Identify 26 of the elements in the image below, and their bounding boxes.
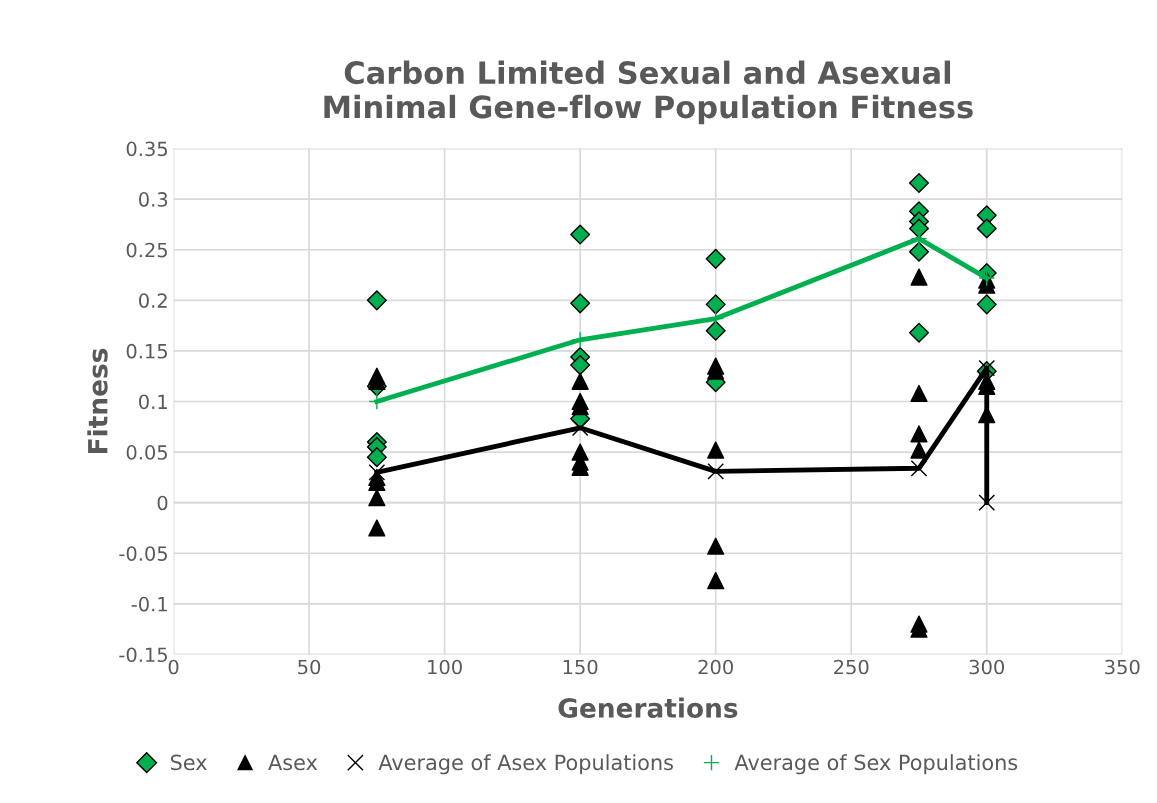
y-tick-label: 0 [157, 495, 168, 511]
y-tick-label: -0.05 [119, 546, 167, 561]
x-axis-title: Generations [558, 697, 738, 718]
y-tick-label: 0.15 [126, 343, 167, 359]
y-tick-label: 0.1 [139, 394, 167, 410]
x-tick-label: 200 [698, 659, 733, 675]
y-tick-label: 0.05 [126, 445, 167, 460]
legend-label: Asex [268, 754, 318, 771]
y-tick-label: -0.1 [131, 596, 167, 612]
x-tick-label: 250 [834, 659, 869, 675]
y-tick-label: -0.15 [119, 647, 167, 663]
y-tick-label: 0.2 [139, 293, 167, 308]
y-axis-title: Fitness [87, 348, 108, 453]
x-tick-label: 50 [298, 659, 321, 675]
x-tick-label: 0 [168, 659, 179, 675]
x-tick-label: 350 [1105, 659, 1140, 675]
x-tick-label: 300 [969, 659, 1005, 675]
legend-label: Average of Sex Populations [734, 754, 1018, 775]
legend-label: Sex [170, 754, 207, 771]
y-tick-label: 0.3 [139, 192, 168, 207]
y-tick-label: 0.25 [126, 242, 167, 258]
legend-label: Average of Asex Populations [378, 754, 673, 775]
chart-title: Carbon Limited Sexual and Asexual Minimal Gene-flow Population Fitness [324, 60, 973, 125]
x-tick-label: 100 [428, 659, 462, 675]
y-tick-label: 0.35 [126, 141, 167, 157]
x-tick-label: 150 [563, 659, 598, 675]
